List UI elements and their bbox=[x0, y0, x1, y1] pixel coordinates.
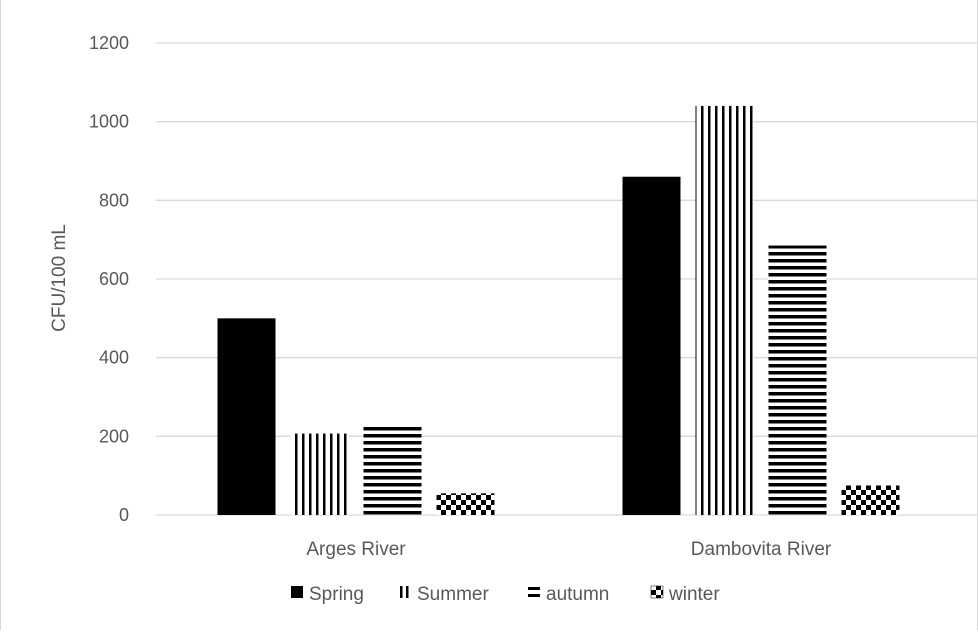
bar-summer-arges-river bbox=[290, 433, 349, 515]
legend-label-winter: winter bbox=[668, 584, 720, 605]
legend-swatch-autumn bbox=[528, 587, 540, 597]
y-tick-label: 200 bbox=[99, 426, 129, 446]
legend-label-spring: Spring bbox=[309, 584, 364, 605]
bar-autumn-dambovita-river bbox=[768, 245, 827, 516]
x-tick-label: Dambovita River bbox=[691, 539, 832, 560]
y-tick-label: 1000 bbox=[89, 112, 129, 132]
y-tick-label: 1200 bbox=[89, 33, 129, 53]
legend-swatch-winter bbox=[650, 585, 664, 599]
bars bbox=[217, 105, 900, 516]
bar-winter-arges-river bbox=[436, 493, 495, 515]
gridlines bbox=[156, 42, 978, 516]
bar-autumn-arges-river bbox=[363, 426, 422, 515]
y-tick-label: 600 bbox=[99, 269, 129, 289]
y-axis-tick-labels: 0 200 400 600 800 1000 1200 bbox=[89, 33, 129, 525]
x-axis-tick-labels: Arges River Dambovita River bbox=[306, 539, 832, 560]
x-tick-label: Arges River bbox=[306, 539, 406, 560]
legend: Spring Summer autumn winter bbox=[291, 584, 720, 605]
y-tick-label: 800 bbox=[99, 190, 129, 210]
legend-label-summer: Summer bbox=[417, 584, 489, 605]
bar-spring-arges-river bbox=[217, 318, 276, 515]
legend-swatch-summer bbox=[400, 586, 409, 598]
bar-spring-dambovita-river bbox=[622, 176, 681, 515]
y-axis-label: CFU/100 mL bbox=[49, 224, 70, 332]
legend-swatch-spring bbox=[291, 586, 303, 598]
legend-label-autumn: autumn bbox=[546, 584, 609, 605]
y-tick-label: 400 bbox=[99, 348, 129, 368]
bar-winter-dambovita-river bbox=[841, 485, 900, 515]
y-tick-label: 0 bbox=[119, 505, 129, 525]
bar-summer-dambovita-river bbox=[695, 105, 754, 515]
